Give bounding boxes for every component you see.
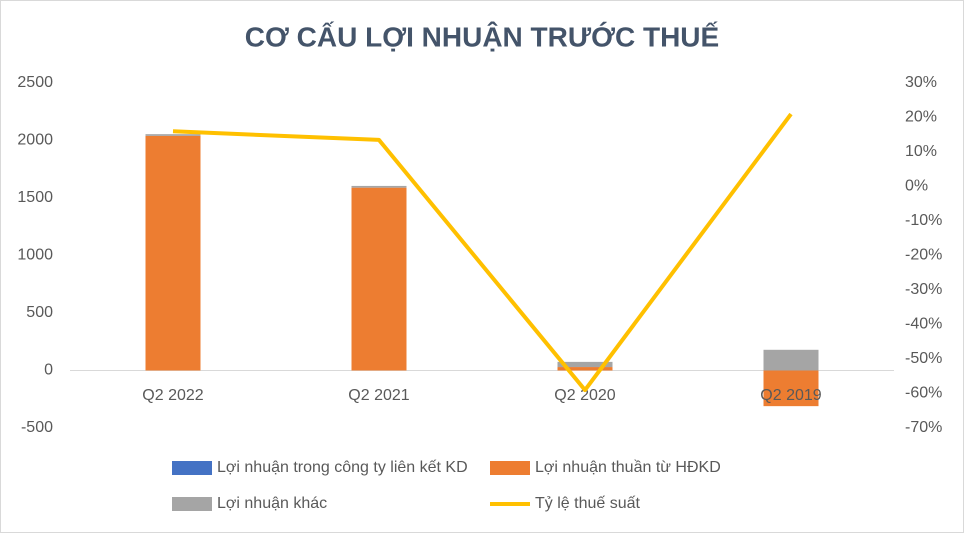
x-tick-label: Q2 2020 [554,387,615,404]
bar [145,134,201,136]
chart-title: CƠ CẤU LỢI NHUẬN TRƯỚC THUẾ [245,21,719,52]
y-tick-label: 1000 [17,247,53,264]
bar [763,349,819,371]
legend-label: Tỷ lệ thuế suất [535,495,641,512]
bar [763,370,819,407]
y-tick-label: 1500 [17,189,53,206]
legend-swatch [172,497,212,511]
legend-label: Lợi nhuận thuần từ HĐKD [535,459,721,476]
y2-tick-label: -50% [905,350,942,367]
y2-tick-label: -70% [905,419,942,436]
y-tick-label: 2500 [17,74,53,91]
y-tick-label: -500 [21,419,53,436]
line-series [172,112,793,393]
bar [351,187,407,371]
y2-tick-label: 10% [905,143,937,160]
x-tick-label: Q2 2021 [348,387,409,404]
y-tick-label: 500 [26,304,53,321]
bar [557,367,613,371]
legend-label: Lợi nhuận trong công ty liên kết KD [217,459,468,476]
legend-label: Lợi nhuận khác [217,495,327,512]
y2-tick-label: 30% [905,74,937,91]
x-tick-label: Q2 2022 [142,387,203,404]
legend-swatch [490,461,530,475]
y2-tick-label: -20% [905,247,942,264]
y-tick-label: 0 [44,362,53,379]
y2-tick-label: -10% [905,212,942,229]
y2-tick-label: -30% [905,281,942,298]
x-tick-label: Q2 2019 [760,387,821,404]
y-tick-label: 2000 [17,132,53,149]
bar [145,135,201,371]
legend-swatch [172,461,212,475]
bar [351,185,407,188]
y2-tick-label: 20% [905,109,937,126]
y2-tick-label: 0% [905,178,928,195]
y2-tick-label: -60% [905,385,942,402]
bar [557,361,613,368]
y2-tick-label: -40% [905,316,942,333]
